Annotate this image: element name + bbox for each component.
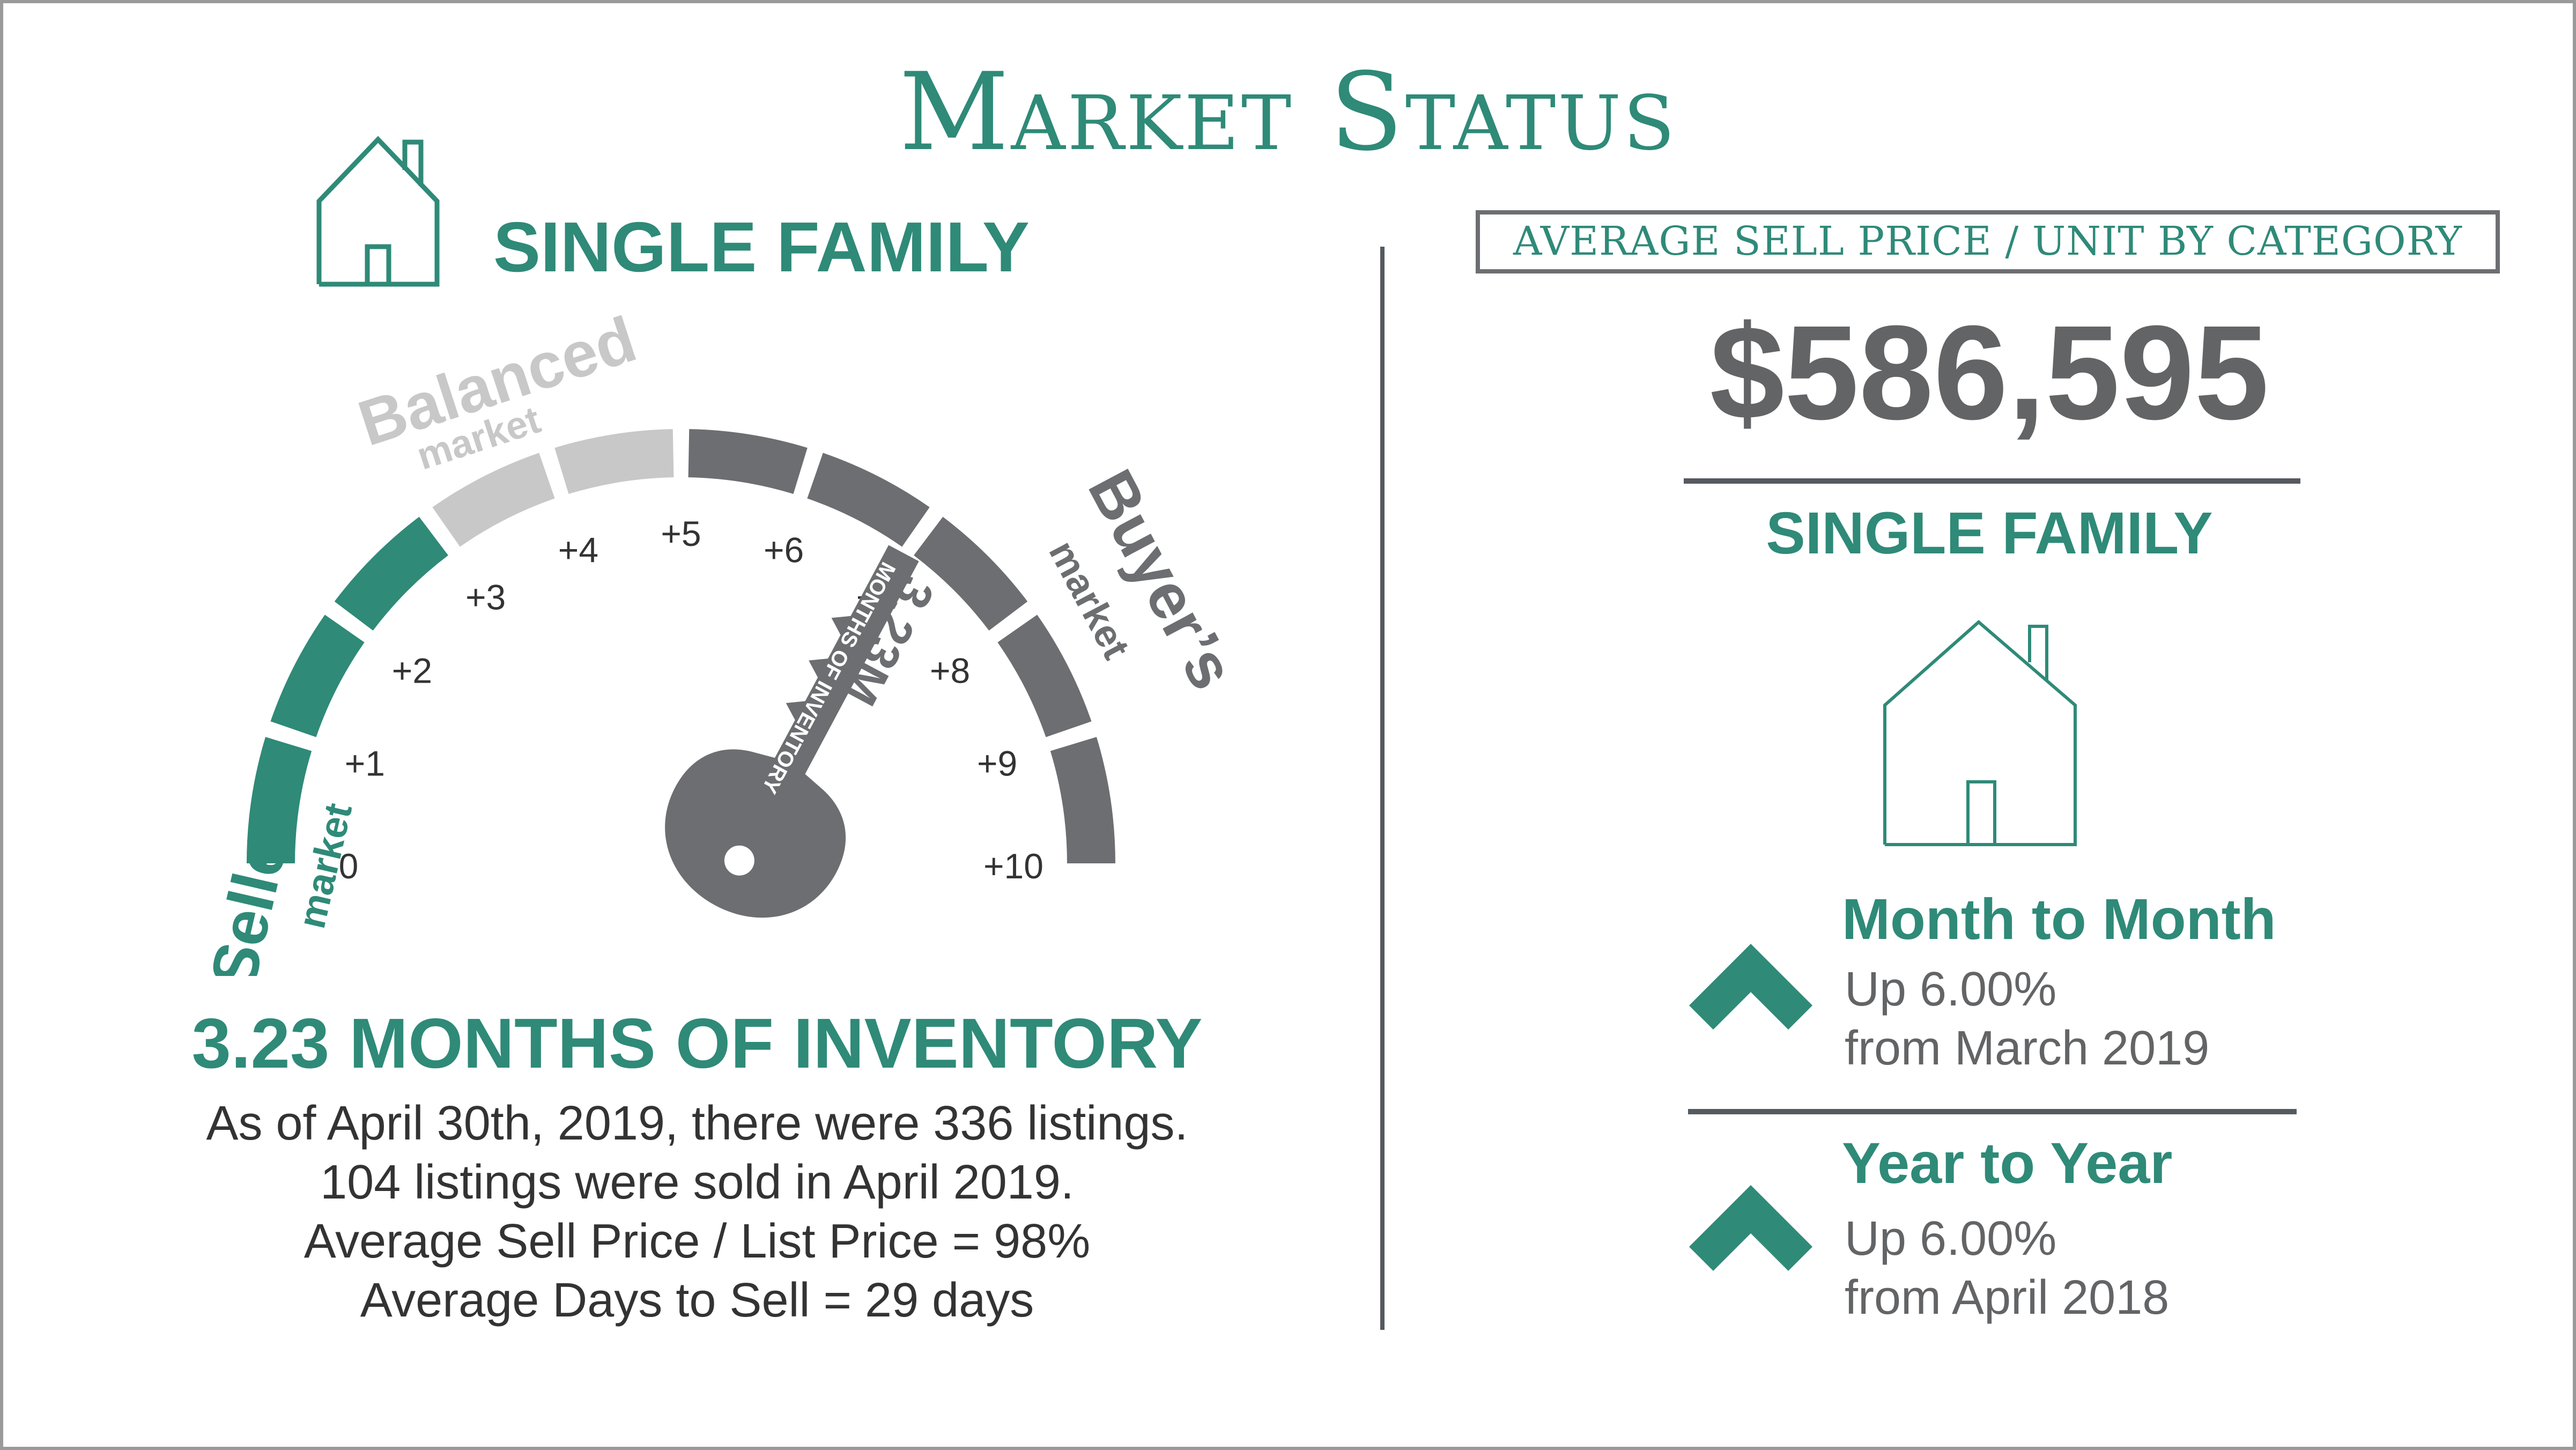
up-arrow-icon <box>1689 1185 1812 1271</box>
gauge-tick-label: +3 <box>465 577 506 617</box>
column-divider <box>1380 247 1385 1330</box>
gauge-tick-label: +10 <box>983 846 1043 886</box>
gauge-segment <box>914 516 1028 631</box>
category-label-right: SINGLE FAMILY <box>1766 500 2213 566</box>
detail-sold: 104 listings were sold in April 2019. <box>320 1156 1074 1209</box>
month-to-month-period: from March 2019 <box>1845 1022 2210 1075</box>
gauge-tick-label: +2 <box>392 651 432 691</box>
category-label: SINGLE FAMILY <box>493 208 1030 286</box>
gauge-segment <box>554 429 674 494</box>
gauge-tick-label: +6 <box>764 530 804 569</box>
change-divider <box>1688 1109 2297 1114</box>
inventory-title: 3.23 MONTHS OF INVENTORY <box>191 1004 1203 1083</box>
gauge-segment <box>247 737 312 863</box>
gauge-segment <box>807 453 930 547</box>
detail-listings: As of April 30th, 2019, there were 336 l… <box>206 1097 1188 1150</box>
gauge-segment <box>334 516 448 631</box>
gauge-segment <box>997 615 1092 737</box>
detail-days-to-sell: Average Days to Sell = 29 days <box>360 1274 1034 1327</box>
gauge-segments <box>247 429 1115 863</box>
detail-sell-list-ratio: Average Sell Price / List Price = 98% <box>304 1215 1091 1268</box>
page-title: Market Status <box>899 50 1677 175</box>
year-to-year-period: from April 2018 <box>1845 1271 2170 1325</box>
sellers-zone-label: Seller’s <box>197 755 319 976</box>
key-needle: 3.23M MONTHS OF INVENTORY <box>665 545 944 918</box>
key-hole <box>724 845 754 876</box>
month-to-month-heading: Month to Month <box>1842 886 2276 951</box>
price-category-box: AVERAGE SELL PRICE / UNIT BY CATEGORY <box>1476 210 2500 273</box>
house-outline-icon <box>1883 620 2077 846</box>
price-rule <box>1684 478 2300 484</box>
up-arrow-icon <box>1689 944 1812 1030</box>
year-to-year-change: Up 6.00% <box>1845 1212 2057 1266</box>
year-to-year-heading: Year to Year <box>1842 1130 2173 1195</box>
gauge-segment <box>270 615 365 737</box>
sellers-label: Seller’s <box>197 755 319 976</box>
gauge-tick-label: +1 <box>345 743 385 783</box>
house-icon <box>316 136 440 287</box>
month-to-month-change: Up 6.00% <box>1845 963 2057 1016</box>
gauge-tick-label: +9 <box>977 743 1017 783</box>
gauge-tick-label: +5 <box>661 514 701 553</box>
gauge-segment <box>688 429 808 494</box>
gauge-segment <box>1050 737 1115 863</box>
average-price: $586,595 <box>1709 298 2269 447</box>
gauge-tick-label: 0 <box>339 846 359 886</box>
gauge-tick-label: +4 <box>558 530 598 569</box>
market-gauge: 0+1+2+3+4+5+6+7+8+9+10 Seller’s market B… <box>197 303 1223 976</box>
key-shape <box>665 545 919 918</box>
gauge-tick-label: +8 <box>930 651 970 691</box>
gauge-segment <box>432 453 555 547</box>
